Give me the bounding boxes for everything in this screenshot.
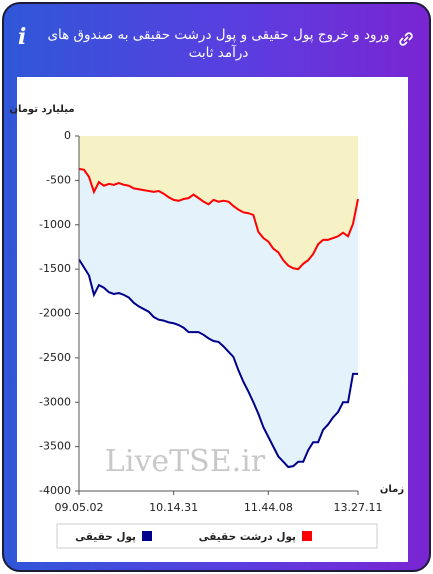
y-tick-label: -3000 bbox=[39, 395, 71, 408]
x-tick-label: 13.27.11 bbox=[334, 501, 383, 514]
y-axis-label: میلیارد تومان bbox=[9, 104, 74, 115]
y-tick-label: -4000 bbox=[39, 484, 71, 497]
legend-swatch bbox=[302, 531, 312, 541]
x-tick-label: 09.05.02 bbox=[55, 501, 104, 514]
y-tick-label: -500 bbox=[46, 173, 71, 186]
link-icon[interactable] bbox=[397, 30, 415, 48]
x-axis-label: زمان bbox=[380, 484, 404, 495]
x-tick-label: 10.14.31 bbox=[149, 501, 198, 514]
info-icon[interactable]: i bbox=[18, 24, 27, 50]
legend-box bbox=[56, 523, 378, 549]
y-tick-label: -1500 bbox=[39, 262, 71, 275]
legend-label: پول حقیقی bbox=[75, 531, 136, 543]
line bbox=[78, 258, 358, 469]
y-tick-label: -2500 bbox=[39, 351, 71, 364]
chart-panel: LiveTSE.ir 0 -500 -1000 -1500 -2000 -2500 -3000… bbox=[9, 77, 408, 562]
area bbox=[79, 168, 358, 468]
y-tick-label: -1000 bbox=[39, 218, 71, 231]
area bbox=[79, 136, 358, 270]
chart: LiveTSE.ir 0 -500 -1000 -1500 -2000 -2500 -3000… bbox=[9, 104, 404, 549]
card-title: ورود و خروج پول حقیقی و پول درشت حقیقی ب… bbox=[47, 27, 390, 61]
legend-label: پول درشت حقیقی bbox=[199, 531, 296, 543]
line bbox=[78, 167, 359, 271]
y-tick-label: -2000 bbox=[39, 307, 71, 320]
legend-swatch bbox=[142, 531, 152, 541]
x-tick-label: 11.44.08 bbox=[244, 501, 293, 514]
y-tick-label: -3500 bbox=[39, 440, 71, 453]
y-tick-label: 0 bbox=[64, 129, 71, 142]
watermark: LiveTSE.ir bbox=[105, 444, 266, 479]
